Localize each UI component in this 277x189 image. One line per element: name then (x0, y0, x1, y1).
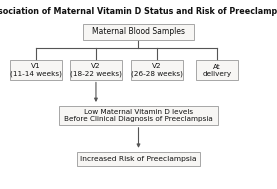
Text: Maternal Blood Samples: Maternal Blood Samples (92, 27, 185, 36)
FancyBboxPatch shape (59, 106, 218, 125)
FancyBboxPatch shape (83, 24, 194, 40)
FancyBboxPatch shape (196, 60, 238, 80)
Text: Increased Risk of Preeclampsia: Increased Risk of Preeclampsia (80, 156, 197, 162)
Text: Low Maternal Vitamin D levels
Before Clinical Diagnosis of Preeclampsia: Low Maternal Vitamin D levels Before Cli… (64, 109, 213, 122)
FancyBboxPatch shape (77, 152, 200, 166)
FancyBboxPatch shape (10, 60, 62, 80)
Text: V2
(26-28 weeks): V2 (26-28 weeks) (131, 63, 183, 77)
Text: Association of Maternal Vitamin D Status and Risk of Preeclampsia: Association of Maternal Vitamin D Status… (0, 6, 277, 15)
FancyBboxPatch shape (70, 60, 122, 80)
FancyBboxPatch shape (131, 60, 183, 80)
Text: V2
(18-22 weeks): V2 (18-22 weeks) (70, 63, 122, 77)
Text: At
delivery: At delivery (202, 64, 232, 77)
Text: V1
(11-14 weeks): V1 (11-14 weeks) (10, 63, 62, 77)
